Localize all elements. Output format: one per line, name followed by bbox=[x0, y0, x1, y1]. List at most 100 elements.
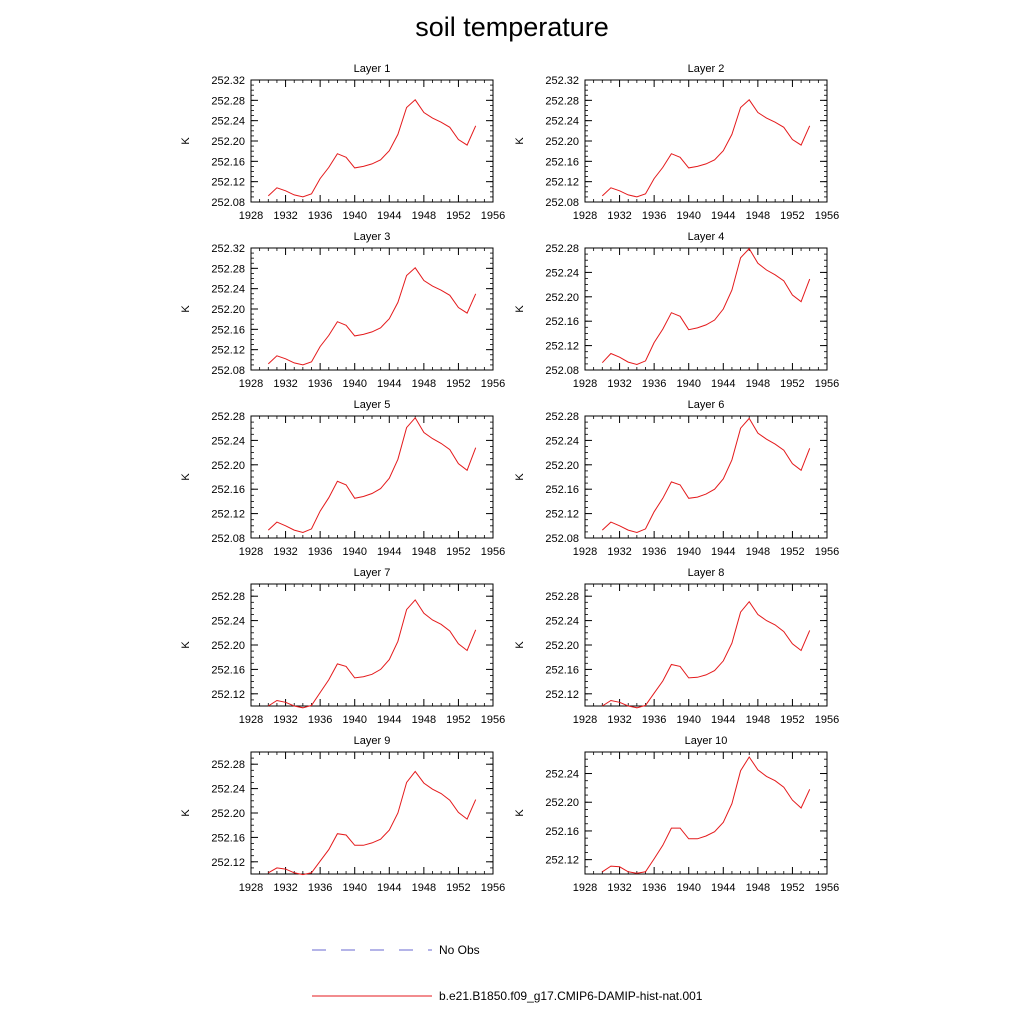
plot-frame bbox=[250, 79, 494, 203]
y-tick-label: 252.16 bbox=[211, 324, 245, 336]
x-tick-label: 1956 bbox=[481, 714, 505, 726]
x-tick-label: 1948 bbox=[412, 714, 436, 726]
y-tick-label: 252.20 bbox=[545, 640, 579, 652]
x-tick-label: 1944 bbox=[377, 714, 401, 726]
x-tick-label: 1936 bbox=[308, 546, 332, 558]
y-tick-label: 252.12 bbox=[545, 509, 579, 521]
y-tick-label: 252.20 bbox=[211, 640, 245, 652]
legend-label-no-obs: No Obs bbox=[439, 943, 480, 957]
y-tick-label: 252.28 bbox=[211, 95, 245, 107]
y-tick-label: 252.24 bbox=[211, 435, 245, 447]
y-tick-label: 252.28 bbox=[211, 263, 245, 275]
x-tick-label: 1940 bbox=[676, 714, 700, 726]
x-tick-label: 1936 bbox=[642, 882, 666, 894]
panel-title: Layer 10 bbox=[685, 735, 728, 747]
y-tick-label: 252.08 bbox=[545, 533, 579, 545]
plot-frame bbox=[584, 415, 828, 539]
plot-frame bbox=[250, 583, 494, 707]
panel-layer-6: Layer 6 K 1928 1932 1936 1940 1944 1948 1952 1956… bbox=[514, 399, 839, 558]
x-tick-label: 1952 bbox=[780, 210, 804, 222]
y-tick-label: 252.12 bbox=[211, 689, 245, 701]
x-tick-label: 1948 bbox=[412, 210, 436, 222]
y-tick-label: 252.24 bbox=[211, 616, 245, 628]
x-tick-label: 1940 bbox=[342, 546, 366, 558]
plot-frame bbox=[584, 79, 828, 203]
x-tick-label: 1944 bbox=[711, 882, 735, 894]
y-axis-label: K bbox=[514, 305, 526, 313]
y-axis-label: K bbox=[514, 137, 526, 145]
y-tick-label: 252.24 bbox=[211, 284, 245, 296]
series-line bbox=[601, 247, 811, 366]
x-tick-label: 1936 bbox=[642, 378, 666, 390]
x-tick-label: 1928 bbox=[239, 546, 263, 558]
plot-frame bbox=[250, 751, 494, 875]
x-tick-label: 1956 bbox=[815, 882, 839, 894]
y-tick-label: 252.16 bbox=[545, 826, 579, 838]
x-tick-label: 1928 bbox=[573, 210, 597, 222]
y-tick-label: 252.16 bbox=[211, 156, 245, 168]
x-tick-label: 1948 bbox=[746, 210, 770, 222]
y-tick-label: 252.08 bbox=[545, 197, 579, 209]
panel-layer-10: Layer 10 K 1928 1932 1936 1940 1944 1948 1952 195… bbox=[514, 735, 839, 894]
panel-title: Layer 5 bbox=[354, 399, 391, 411]
x-tick-label: 1948 bbox=[746, 378, 770, 390]
y-tick-label: 252.16 bbox=[545, 316, 579, 328]
x-tick-label: 1932 bbox=[273, 882, 297, 894]
x-tick-label: 1952 bbox=[446, 882, 470, 894]
x-tick-label: 1940 bbox=[342, 378, 366, 390]
x-tick-label: 1948 bbox=[412, 546, 436, 558]
x-tick-label: 1932 bbox=[273, 546, 297, 558]
page-title: soil temperature bbox=[415, 12, 609, 42]
y-tick-label: 252.20 bbox=[545, 797, 579, 809]
y-tick-label: 252.20 bbox=[211, 304, 245, 316]
x-tick-label: 1932 bbox=[273, 210, 297, 222]
y-tick-label: 252.12 bbox=[211, 177, 245, 189]
y-tick-label: 252.20 bbox=[545, 292, 579, 304]
x-tick-label: 1936 bbox=[308, 210, 332, 222]
panel-title: Layer 2 bbox=[688, 63, 725, 75]
panel-layer-2: Layer 2 K 1928 1932 1936 1940 1944 1948 1952 1956… bbox=[514, 63, 839, 222]
panel-layer-8: Layer 8 K 1928 1932 1936 1940 1944 1948 1952 1956… bbox=[514, 567, 839, 726]
y-tick-label: 252.12 bbox=[545, 689, 579, 701]
y-tick-label: 252.24 bbox=[545, 616, 579, 628]
y-tick-label: 252.20 bbox=[211, 460, 245, 472]
plot-frame bbox=[584, 751, 828, 875]
x-tick-label: 1936 bbox=[308, 378, 332, 390]
x-tick-label: 1952 bbox=[780, 546, 804, 558]
x-tick-label: 1956 bbox=[815, 546, 839, 558]
panel-title: Layer 9 bbox=[354, 735, 391, 747]
y-tick-label: 252.28 bbox=[211, 411, 245, 423]
y-tick-label: 252.20 bbox=[545, 460, 579, 472]
series-line bbox=[267, 416, 477, 534]
x-tick-label: 1932 bbox=[607, 546, 631, 558]
x-tick-label: 1932 bbox=[607, 882, 631, 894]
x-tick-label: 1928 bbox=[239, 378, 263, 390]
x-tick-label: 1928 bbox=[573, 378, 597, 390]
x-tick-label: 1956 bbox=[481, 378, 505, 390]
y-tick-label: 252.16 bbox=[545, 484, 579, 496]
y-tick-label: 252.08 bbox=[211, 533, 245, 545]
y-tick-label: 252.28 bbox=[211, 759, 245, 771]
x-tick-label: 1944 bbox=[711, 378, 735, 390]
y-tick-label: 252.12 bbox=[545, 177, 579, 189]
x-tick-label: 1936 bbox=[308, 714, 332, 726]
panel-layer-4: Layer 4 K 1928 1932 1936 1940 1944 1948 1952 1956… bbox=[514, 231, 839, 390]
x-tick-label: 1928 bbox=[239, 210, 263, 222]
y-tick-label: 252.28 bbox=[545, 243, 579, 255]
y-tick-label: 252.24 bbox=[545, 267, 579, 279]
y-tick-label: 252.20 bbox=[211, 136, 245, 148]
y-tick-label: 252.12 bbox=[211, 857, 245, 869]
plot-frame bbox=[584, 583, 828, 707]
x-tick-label: 1940 bbox=[676, 882, 700, 894]
series-line bbox=[268, 599, 477, 709]
x-tick-label: 1948 bbox=[746, 714, 770, 726]
y-tick-label: 252.32 bbox=[545, 75, 579, 87]
y-tick-label: 252.16 bbox=[211, 832, 245, 844]
x-tick-label: 1940 bbox=[342, 882, 366, 894]
x-tick-label: 1928 bbox=[573, 546, 597, 558]
panel-title: Layer 7 bbox=[354, 567, 391, 579]
y-tick-label: 252.24 bbox=[211, 784, 245, 796]
y-tick-label: 252.16 bbox=[545, 664, 579, 676]
y-tick-label: 252.12 bbox=[545, 341, 579, 353]
x-tick-label: 1928 bbox=[239, 882, 263, 894]
